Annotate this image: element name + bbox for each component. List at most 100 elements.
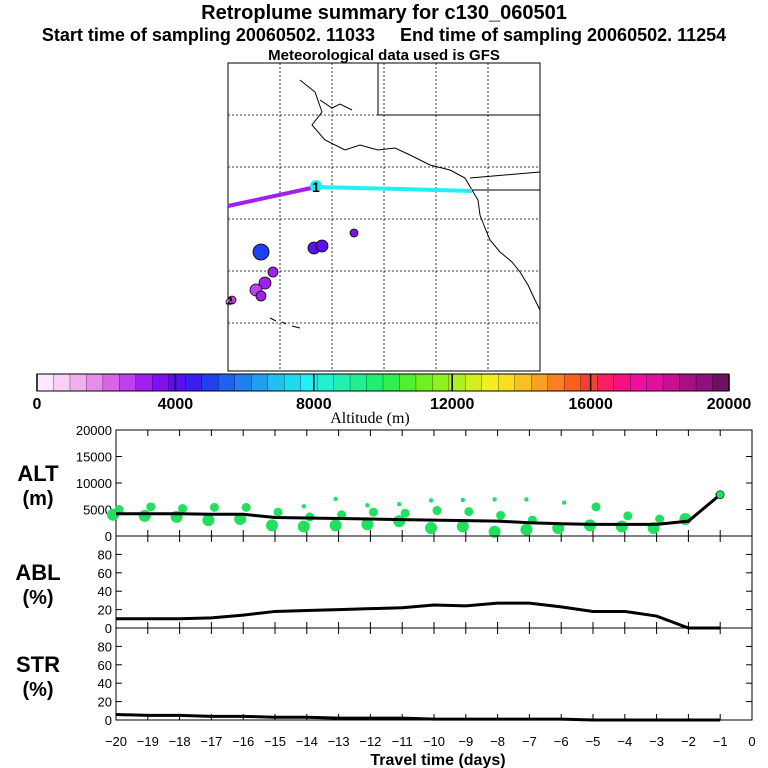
colorbar-swatch [218, 373, 236, 392]
x-tick-label: −9 [458, 734, 473, 749]
sampling-time-subtitle: Start time of sampling 20060502. 11033 E… [41, 25, 727, 45]
colorbar-swatch [283, 373, 302, 392]
colorbar-tick-label: 4000 [158, 396, 194, 413]
colorbar-label: Altitude (m) [330, 410, 410, 427]
y-tick-label: 0 [105, 529, 112, 544]
plume-particle [258, 276, 272, 290]
altitude-scatter-point [623, 511, 633, 521]
x-tick-label: −19 [137, 734, 159, 749]
colorbar-swatch [662, 373, 681, 392]
colorbar-swatch [465, 373, 483, 392]
colorbar-swatch [597, 373, 615, 392]
colorbar-swatch [102, 373, 120, 392]
altitude-colorbar: 0 4000 8000 12000 16000 20000 Altitude (m) [33, 373, 751, 427]
trajectory-recent [315, 185, 473, 193]
x-tick-label: −14 [296, 734, 318, 749]
altitude-scatter-point [234, 513, 247, 526]
y-tick-label: 60 [98, 658, 112, 673]
y-tick-label: 15000 [76, 450, 112, 465]
altitude-scatter-point [368, 507, 378, 517]
colorbar-swatch [613, 373, 631, 392]
y-tick-label: 80 [98, 639, 112, 654]
plume-label-2: 2 [227, 296, 233, 307]
x-tick-label: −18 [169, 734, 191, 749]
plume-particle [225, 298, 233, 306]
x-tick-label: −12 [359, 734, 381, 749]
x-tick-label: −16 [232, 734, 254, 749]
altitude-scatter-point [562, 500, 567, 505]
altitude-scatter-point [365, 503, 370, 508]
altitude-end-point [715, 490, 725, 499]
altitude-scatter-point [460, 497, 465, 503]
altitude-scatter-point [397, 502, 402, 507]
altitude-scatter-point [456, 520, 469, 533]
x-tick-label: −2 [681, 734, 696, 749]
altitude-scatter-point [146, 502, 156, 512]
altitude-scatter-point [432, 506, 442, 516]
panel-unit-label: (m) [22, 488, 53, 510]
colorbar-swatch [629, 373, 648, 392]
plume-particle [255, 290, 267, 302]
plume-particle [315, 239, 329, 253]
map-panel: 1 2 [225, 62, 541, 372]
colorbar-tick-label: 8000 [296, 396, 332, 413]
altitude-scatter-point [333, 496, 338, 502]
colorbar-swatch [432, 373, 450, 392]
altitude-scatter-point [425, 522, 437, 535]
panel-frame [115, 627, 753, 721]
colorbar-swatch [316, 373, 335, 392]
panel-unit-label: (%) [22, 587, 53, 609]
y-tick-label: 0 [105, 713, 112, 728]
colorbar-swatch [399, 373, 417, 392]
colorbar-swatch [185, 373, 203, 392]
panel-unit-label: (%) [22, 679, 53, 701]
colorbar-swatch [201, 373, 219, 392]
x-tick-label: −3 [649, 734, 664, 749]
altitude-scatter-point [114, 505, 124, 514]
x-tick-label: −6 [554, 734, 569, 749]
colorbar-swatch [119, 373, 137, 392]
y-tick-label: 80 [98, 547, 112, 562]
colorbar-swatch [382, 373, 401, 392]
altitude-scatter-point [138, 509, 151, 522]
panel-label: ALT [17, 461, 59, 486]
altitude-scatter-point [297, 520, 310, 533]
altitude-scatter-point [591, 502, 601, 512]
x-tick-label: −17 [200, 734, 222, 749]
colorbar-swatch [415, 373, 433, 392]
y-tick-label: 60 [98, 566, 112, 581]
colorbar-swatch [679, 373, 697, 392]
x-tick-label: −20 [105, 734, 127, 749]
colorbar-swatch [448, 373, 466, 392]
colorbar-swatch [168, 373, 186, 392]
altitude-scatter-point [178, 503, 188, 513]
plume-particle [252, 243, 270, 261]
x-tick-label: −11 [392, 734, 413, 749]
colorbar-swatch [69, 373, 87, 392]
altitude-scatter-point [496, 510, 506, 520]
x-tick-label: −5 [586, 734, 601, 749]
colorbar-tick-label: 12000 [430, 396, 475, 413]
colorbar-swatch [36, 373, 55, 392]
altitude-scatter-point [301, 504, 306, 509]
x-axis-label: Travel time (days) [370, 752, 505, 768]
y-tick-label: 0 [105, 621, 112, 636]
colorbar-tick-label: 0 [33, 396, 42, 413]
x-tick-label: −13 [328, 734, 350, 749]
plume-particles: 2 [225, 228, 359, 307]
series-line [115, 712, 721, 722]
colorbar-swatch [366, 373, 384, 392]
x-tick-label: −7 [522, 734, 537, 749]
panel-label: STR [16, 652, 60, 677]
altitude-scatter-point [329, 519, 342, 532]
altitude-scatter-point [615, 520, 628, 533]
plume-trajectories: 1 [227, 179, 473, 208]
series-line [116, 493, 722, 526]
timeseries-panels: 05000100001500020000ALT(m)020406080ABL(%… [15, 423, 755, 768]
meteorological-data-line: Meteorological data used is GFS [268, 47, 500, 64]
y-tick-label: 40 [98, 584, 112, 599]
colorbar-tick-label: 16000 [568, 396, 613, 413]
altitude-scatter-point [464, 507, 474, 517]
y-tick-label: 20000 [76, 423, 112, 438]
colorbar-swatch [514, 373, 532, 392]
